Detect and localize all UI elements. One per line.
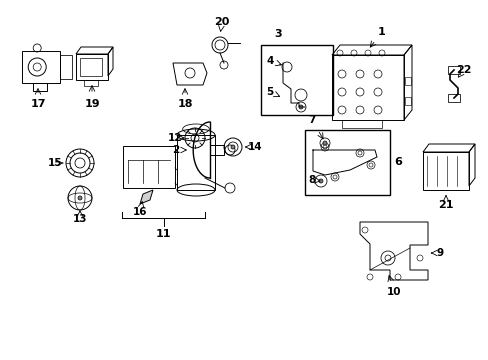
Text: 12: 12	[167, 133, 182, 143]
Text: 17: 17	[30, 99, 46, 109]
Text: 15: 15	[48, 158, 62, 168]
Bar	[209, 145, 224, 155]
Text: 19: 19	[84, 99, 100, 109]
Bar	[422, 152, 468, 190]
Text: 8: 8	[308, 175, 315, 185]
Bar	[33, 83, 47, 91]
Text: 18: 18	[177, 99, 192, 109]
Text: 22: 22	[455, 65, 471, 75]
Circle shape	[323, 141, 326, 145]
Bar	[404, 77, 410, 85]
Bar	[22, 51, 60, 83]
Text: 3: 3	[274, 29, 281, 39]
Bar	[261, 45, 332, 115]
Text: 6: 6	[393, 157, 401, 167]
Bar	[123, 146, 175, 188]
Circle shape	[298, 105, 303, 109]
Bar	[305, 130, 389, 195]
Bar	[60, 55, 72, 79]
Text: 11: 11	[156, 229, 171, 239]
Text: 21: 21	[437, 200, 453, 210]
Bar	[76, 54, 108, 80]
Bar	[177, 135, 215, 190]
Text: 20: 20	[214, 17, 229, 27]
Bar	[80, 58, 102, 76]
Text: 13: 13	[73, 214, 87, 224]
Text: 7: 7	[307, 115, 315, 125]
Circle shape	[230, 145, 235, 149]
Bar	[331, 55, 403, 120]
Text: 16: 16	[132, 207, 147, 217]
Circle shape	[318, 179, 323, 183]
Bar	[84, 80, 98, 86]
Bar	[404, 97, 410, 105]
Text: 1: 1	[377, 27, 385, 37]
Text: 9: 9	[436, 248, 443, 258]
Text: 2: 2	[172, 145, 179, 155]
Circle shape	[78, 196, 82, 200]
Polygon shape	[140, 190, 153, 204]
Bar	[447, 66, 459, 74]
Text: 10: 10	[386, 287, 401, 297]
Bar	[447, 94, 459, 102]
Text: 5: 5	[266, 87, 273, 97]
Text: 4: 4	[266, 56, 273, 66]
Text: 14: 14	[247, 142, 262, 152]
